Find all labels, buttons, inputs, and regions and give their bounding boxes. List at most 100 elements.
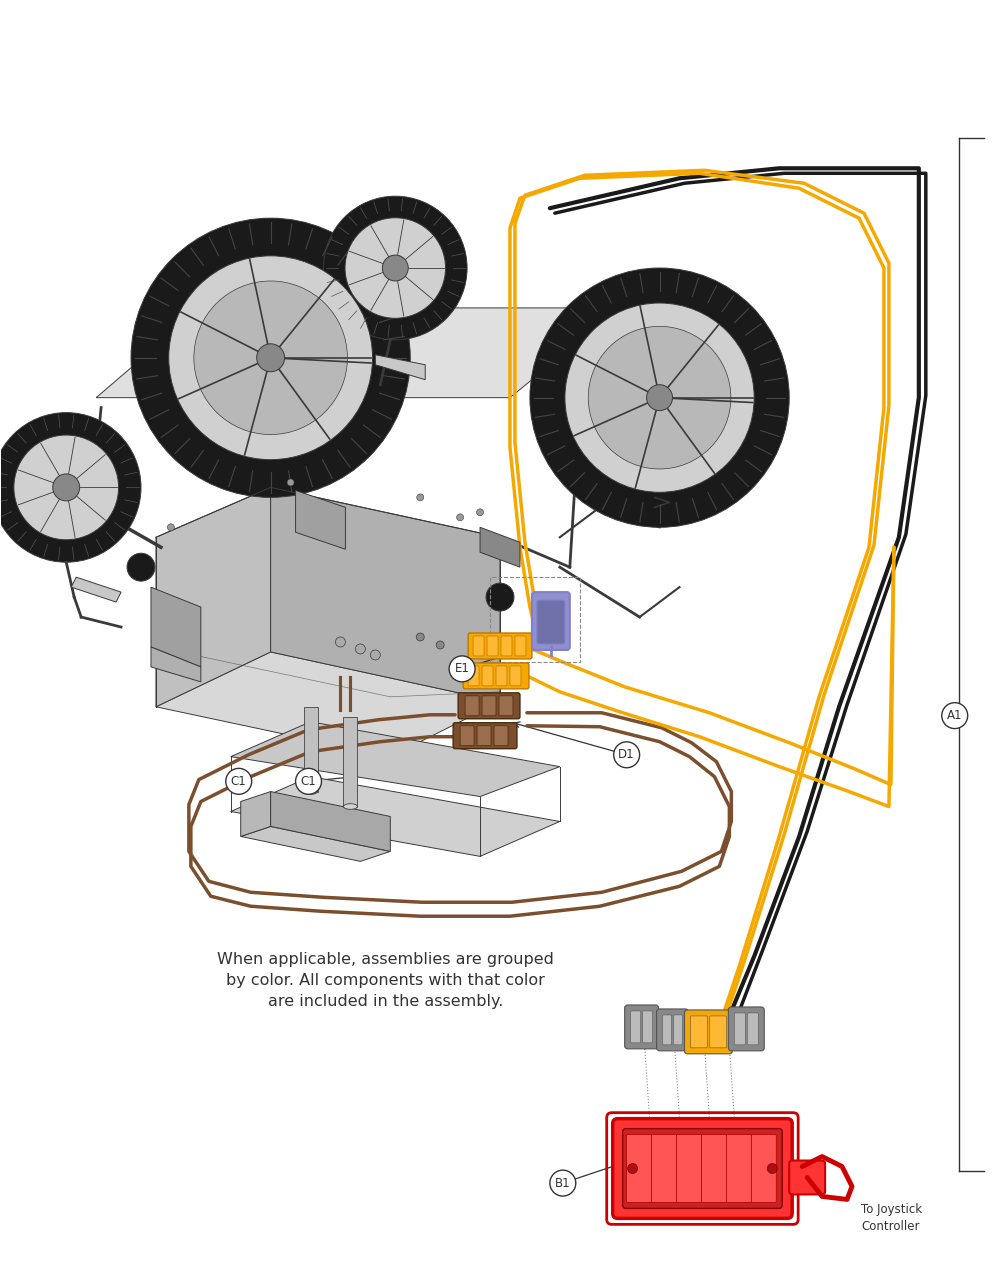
Circle shape — [296, 768, 321, 794]
FancyBboxPatch shape — [460, 726, 474, 746]
FancyBboxPatch shape — [701, 1135, 726, 1202]
FancyBboxPatch shape — [734, 1012, 745, 1045]
Polygon shape — [151, 647, 201, 682]
Circle shape — [194, 281, 347, 435]
FancyBboxPatch shape — [496, 666, 507, 685]
Text: To Joystick
Controller: To Joystick Controller — [861, 1204, 922, 1234]
Circle shape — [370, 650, 380, 660]
FancyBboxPatch shape — [499, 696, 513, 716]
Ellipse shape — [343, 803, 357, 810]
FancyBboxPatch shape — [674, 1015, 682, 1045]
Polygon shape — [156, 488, 271, 707]
Circle shape — [588, 327, 731, 469]
Ellipse shape — [304, 789, 318, 794]
FancyBboxPatch shape — [501, 636, 512, 656]
Circle shape — [436, 641, 444, 649]
Circle shape — [565, 303, 754, 493]
Circle shape — [647, 385, 673, 411]
Circle shape — [614, 742, 640, 768]
Circle shape — [355, 644, 365, 654]
Circle shape — [167, 523, 174, 531]
FancyBboxPatch shape — [751, 1135, 776, 1202]
Polygon shape — [241, 826, 390, 862]
FancyBboxPatch shape — [690, 1016, 707, 1048]
Text: B1: B1 — [555, 1177, 571, 1190]
FancyBboxPatch shape — [465, 696, 479, 716]
Circle shape — [767, 1163, 777, 1173]
FancyBboxPatch shape — [623, 1129, 782, 1209]
FancyBboxPatch shape — [684, 1010, 732, 1054]
Circle shape — [287, 479, 294, 487]
FancyBboxPatch shape — [657, 1009, 688, 1050]
Text: E1: E1 — [455, 663, 470, 675]
FancyBboxPatch shape — [625, 1005, 659, 1049]
Circle shape — [131, 218, 410, 498]
FancyBboxPatch shape — [537, 601, 565, 644]
FancyBboxPatch shape — [477, 726, 491, 746]
Circle shape — [477, 509, 484, 516]
Circle shape — [550, 1171, 576, 1196]
Circle shape — [0, 413, 141, 563]
Ellipse shape — [635, 413, 655, 441]
Circle shape — [226, 768, 252, 794]
Circle shape — [323, 196, 467, 340]
Polygon shape — [304, 707, 318, 792]
Circle shape — [382, 255, 408, 281]
Circle shape — [345, 218, 446, 318]
Text: C1: C1 — [231, 775, 247, 788]
Circle shape — [449, 656, 475, 682]
Polygon shape — [151, 587, 201, 666]
Circle shape — [127, 554, 155, 582]
FancyBboxPatch shape — [468, 666, 479, 685]
Text: D1: D1 — [618, 749, 635, 761]
Circle shape — [416, 634, 424, 641]
Polygon shape — [343, 717, 357, 807]
Circle shape — [169, 256, 373, 460]
FancyBboxPatch shape — [487, 636, 498, 656]
FancyBboxPatch shape — [663, 1015, 672, 1045]
Circle shape — [530, 269, 789, 527]
Circle shape — [417, 494, 424, 500]
Polygon shape — [480, 527, 520, 568]
FancyBboxPatch shape — [709, 1016, 726, 1048]
FancyBboxPatch shape — [652, 1135, 677, 1202]
FancyBboxPatch shape — [458, 693, 520, 718]
Text: When applicable, assemblies are grouped
by color. All components with that color: When applicable, assemblies are grouped … — [217, 953, 554, 1010]
FancyBboxPatch shape — [482, 666, 493, 685]
Polygon shape — [96, 308, 620, 398]
FancyBboxPatch shape — [453, 722, 517, 749]
Circle shape — [335, 637, 345, 647]
FancyBboxPatch shape — [463, 663, 529, 689]
FancyBboxPatch shape — [643, 1011, 653, 1043]
FancyBboxPatch shape — [631, 1011, 641, 1043]
Text: C1: C1 — [301, 775, 316, 788]
Polygon shape — [231, 722, 560, 797]
Circle shape — [14, 435, 119, 540]
FancyBboxPatch shape — [468, 634, 532, 659]
Text: A1: A1 — [947, 710, 962, 722]
FancyBboxPatch shape — [494, 726, 508, 746]
FancyBboxPatch shape — [510, 666, 521, 685]
FancyBboxPatch shape — [789, 1161, 825, 1195]
Ellipse shape — [80, 497, 102, 528]
FancyBboxPatch shape — [473, 636, 484, 656]
Circle shape — [457, 514, 464, 521]
FancyBboxPatch shape — [747, 1012, 758, 1045]
Polygon shape — [375, 355, 425, 380]
Polygon shape — [71, 578, 121, 602]
Circle shape — [257, 343, 285, 371]
Polygon shape — [296, 490, 345, 549]
Polygon shape — [231, 777, 560, 856]
Circle shape — [942, 703, 968, 729]
Circle shape — [53, 474, 80, 500]
Polygon shape — [241, 792, 271, 836]
Circle shape — [486, 583, 514, 611]
FancyBboxPatch shape — [677, 1135, 701, 1202]
Circle shape — [628, 1163, 638, 1173]
FancyBboxPatch shape — [515, 636, 526, 656]
FancyBboxPatch shape — [613, 1119, 792, 1219]
FancyBboxPatch shape — [726, 1135, 751, 1202]
FancyBboxPatch shape — [728, 1007, 764, 1050]
FancyBboxPatch shape — [482, 696, 496, 716]
Polygon shape — [271, 488, 500, 702]
